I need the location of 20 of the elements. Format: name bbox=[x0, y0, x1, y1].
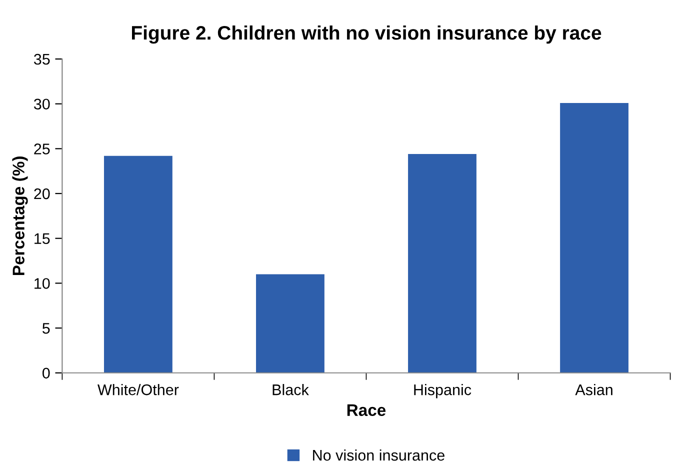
x-tick-label: Black bbox=[272, 384, 309, 396]
bar bbox=[408, 154, 476, 373]
y-tick-label: 15 bbox=[34, 233, 50, 244]
x-tick-label: White/Other bbox=[98, 384, 179, 396]
y-tick-label: 30 bbox=[34, 98, 50, 110]
y-tick-label: 0 bbox=[42, 368, 50, 379]
chart-title: Figure 2. Children with no vision insurance by race bbox=[132, 25, 602, 44]
bar bbox=[104, 156, 172, 373]
y-tick-label: 5 bbox=[42, 323, 50, 334]
x-axis-title: Race bbox=[347, 404, 386, 416]
x-tick-label: Asian bbox=[575, 384, 612, 396]
y-tick-label: 10 bbox=[34, 278, 50, 289]
bar bbox=[256, 274, 324, 373]
y-tick-label: 20 bbox=[34, 188, 50, 200]
legend-label: No vision insurance bbox=[313, 449, 444, 461]
bar bbox=[560, 102, 628, 373]
y-tick-label: 35 bbox=[34, 54, 50, 65]
y-axis-title: Percentage (%) bbox=[12, 156, 28, 276]
x-tick-label: Hispanic bbox=[414, 384, 472, 398]
y-tick-label: 25 bbox=[34, 144, 50, 154]
